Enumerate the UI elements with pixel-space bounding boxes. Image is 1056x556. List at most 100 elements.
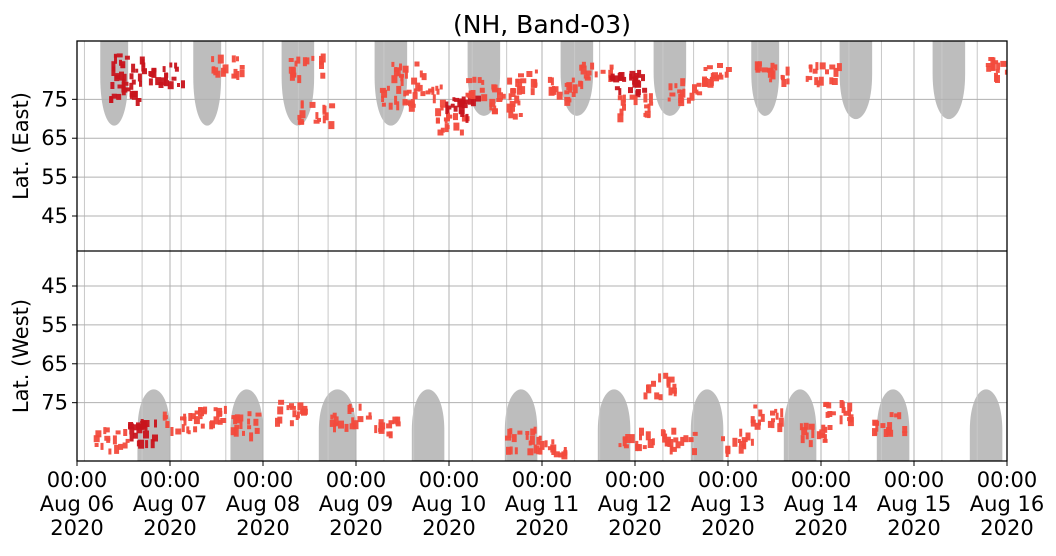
echo-cell: [131, 63, 136, 73]
echo-cell: [131, 79, 136, 85]
echo-cell: [132, 432, 138, 439]
x-tick-label: 2020: [701, 516, 754, 540]
echo-cell: [689, 92, 695, 101]
x-tick-label: 00:00: [233, 468, 294, 492]
echo-cell: [220, 67, 226, 77]
echo-cell: [839, 400, 844, 408]
echo-cell: [674, 83, 678, 89]
echo-cell: [680, 78, 686, 87]
echo-cell: [116, 53, 123, 58]
echo-cell: [217, 419, 223, 425]
echo-cell: [819, 433, 825, 438]
echo-cell: [125, 438, 130, 443]
echo-cell: [771, 418, 775, 423]
echo-cell: [211, 56, 215, 63]
echo-cell: [564, 90, 570, 95]
echo-cell: [534, 69, 538, 74]
echo-cell: [131, 90, 138, 100]
echo-cell: [816, 431, 821, 440]
echo-cell: [297, 75, 302, 84]
echo-cell: [119, 71, 124, 81]
echo-cell: [111, 61, 116, 71]
echo-cell: [183, 416, 187, 426]
echo-cell: [894, 413, 899, 418]
echo-cell: [239, 420, 243, 429]
echo-cell: [757, 61, 762, 67]
echo-cell: [117, 84, 123, 89]
echo-cell: [129, 82, 134, 90]
echo-cell: [515, 78, 520, 87]
echo-cell: [827, 411, 833, 417]
echo-cell: [413, 88, 417, 94]
echo-cell: [301, 408, 308, 415]
echo-cell: [445, 101, 449, 106]
echo-cell: [680, 436, 685, 446]
echo-cell: [668, 83, 673, 91]
echo-cell: [847, 417, 854, 427]
echo-cell: [200, 423, 205, 429]
echo-cell: [507, 77, 513, 85]
echo-cell: [233, 415, 238, 425]
echo-cell: [233, 427, 239, 437]
echo-cell: [128, 422, 134, 428]
echo-cell: [160, 77, 167, 86]
echo-cell: [320, 53, 326, 63]
echo-layer: [93, 53, 1007, 460]
echo-cell: [799, 423, 803, 431]
echo-cell: [174, 66, 179, 72]
echo-cell: [518, 73, 524, 78]
echo-cell: [536, 436, 541, 445]
echo-cell: [394, 95, 398, 105]
echo-cell: [139, 56, 145, 65]
echo-cell: [446, 112, 450, 121]
echo-cell: [381, 102, 386, 107]
night-shading-west: [411, 389, 445, 461]
echo-cell: [634, 73, 640, 77]
echo-cell: [667, 97, 671, 102]
x-tick-label: Aug 15: [877, 492, 951, 516]
echo-cell: [847, 402, 853, 412]
echo-cell: [619, 108, 624, 116]
echo-cell: [493, 105, 497, 114]
echo-cell: [165, 422, 170, 428]
echo-cell: [453, 105, 458, 112]
echo-cell: [831, 78, 838, 85]
echo-cell: [889, 412, 894, 418]
echo-cell: [647, 103, 651, 113]
echo-cell: [164, 80, 169, 87]
echo-cell: [297, 118, 304, 125]
echo-cell: [667, 377, 671, 386]
echo-cell: [658, 394, 663, 401]
echo-cell: [692, 448, 697, 456]
x-tick-label: 2020: [143, 516, 196, 540]
echo-cell: [412, 92, 418, 100]
echo-cell: [571, 92, 576, 97]
echo-cell: [750, 416, 755, 424]
night-shading-west: [969, 389, 1003, 461]
echo-cell: [608, 69, 612, 78]
echo-cell: [533, 444, 537, 454]
echo-cell: [632, 79, 637, 88]
echo-cell: [302, 57, 307, 67]
echo-cell: [897, 412, 902, 420]
echo-cell: [780, 75, 785, 81]
echo-cell: [216, 407, 223, 417]
echo-cell: [162, 66, 166, 73]
echo-cell: [696, 82, 702, 87]
echo-cell: [123, 429, 128, 436]
echo-cell: [622, 103, 626, 111]
echo-cell: [302, 405, 308, 411]
echo-cell: [199, 414, 203, 420]
echo-cell: [669, 92, 676, 97]
echo-cell: [213, 407, 218, 412]
echo-cell: [392, 416, 399, 424]
echo-cell: [332, 412, 337, 418]
echo-cell: [349, 423, 356, 430]
echo-cell: [247, 425, 252, 430]
echo-cell: [94, 443, 99, 447]
echo-cell: [673, 437, 679, 443]
echo-cell: [886, 427, 891, 435]
echo-cell: [111, 70, 116, 76]
echo-cell: [432, 94, 436, 104]
